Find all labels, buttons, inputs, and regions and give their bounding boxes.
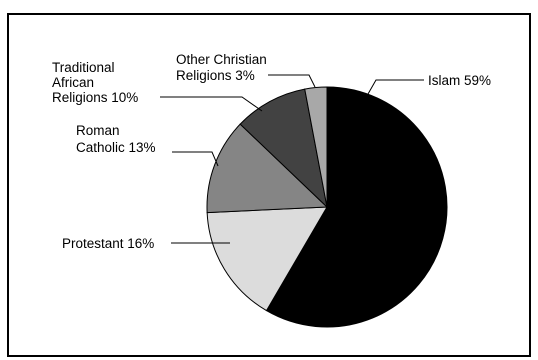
slice-traditional bbox=[239, 88, 328, 209]
leader-lines bbox=[160, 74, 424, 244]
slice-roman-catholic bbox=[206, 123, 329, 214]
label-protestant-line1: Protestant 16% bbox=[62, 236, 154, 251]
label-traditional: Traditional African Religions 10% bbox=[52, 60, 138, 105]
label-other-christian-line1: Other Christian bbox=[176, 52, 267, 67]
slice-other-christian bbox=[304, 86, 328, 208]
label-roman-catholic: Roman Catholic 13% bbox=[76, 123, 156, 155]
label-roman-catholic-line1: Roman bbox=[76, 123, 120, 138]
label-islam-line1: Islam 59% bbox=[428, 73, 491, 88]
leader-line-roman-catholic bbox=[172, 151, 219, 167]
label-protestant: Protestant 16% bbox=[62, 236, 154, 251]
label-traditional-line1: Traditional bbox=[52, 60, 115, 75]
leader-line-other-christian bbox=[268, 74, 316, 88]
label-islam: Islam 59% bbox=[428, 73, 491, 88]
leader-line-traditional bbox=[160, 96, 263, 112]
label-other-christian: Other Christian Religions 3% bbox=[176, 52, 271, 83]
pie-slices bbox=[206, 86, 448, 328]
slice-islam bbox=[265, 86, 448, 328]
label-roman-catholic-line2: Catholic 13% bbox=[76, 140, 156, 155]
label-traditional-line3: Religions 10% bbox=[52, 90, 138, 105]
slice-protestant bbox=[206, 206, 328, 312]
leader-line-islam bbox=[367, 79, 424, 95]
label-other-christian-line2: Religions 3% bbox=[176, 68, 255, 83]
label-traditional-line2: African bbox=[52, 75, 94, 90]
